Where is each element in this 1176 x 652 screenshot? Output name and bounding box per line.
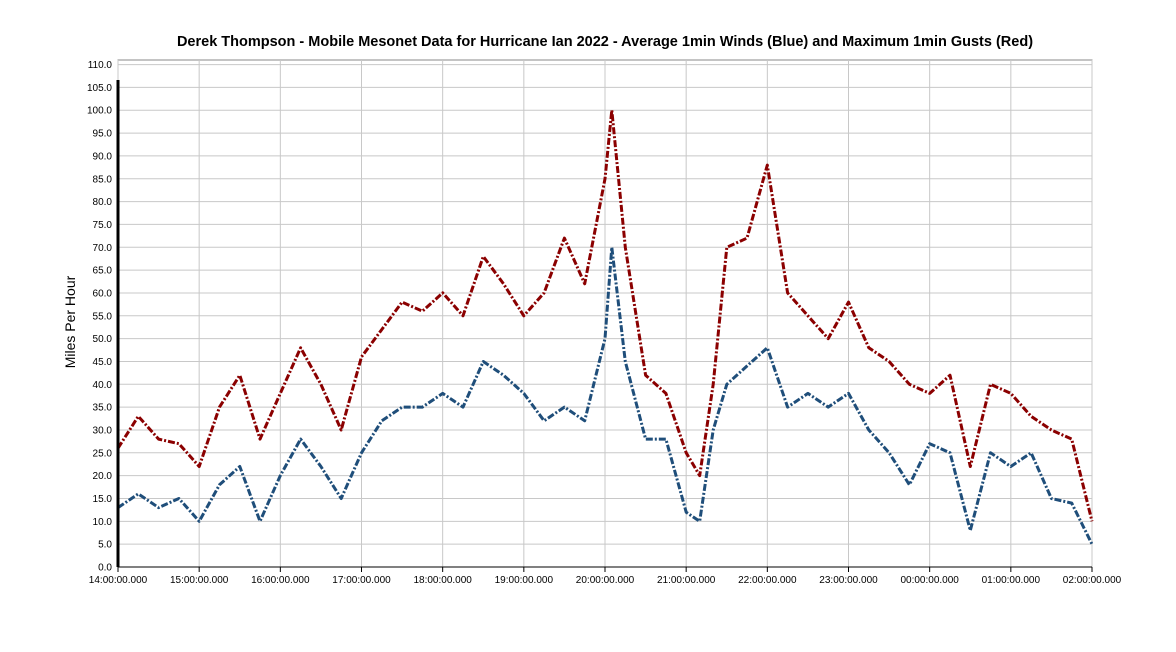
y-tick-label: 95.0 [93,129,113,140]
y-tick-label: 60.0 [93,288,113,299]
y-tick-label: 30.0 [93,425,113,436]
y-tick-label: 65.0 [93,266,113,277]
x-tick-label: 20:00:00.000 [576,575,635,586]
x-tick-label: 18:00:00.000 [413,575,472,586]
y-tick-label: 110.0 [88,60,113,71]
x-tick-label: 15:00:00.000 [170,575,229,586]
y-tick-label: 105.0 [87,83,112,94]
y-tick-label: 100.0 [87,106,112,117]
y-tick-label: 35.0 [93,403,113,414]
chart-title: Derek Thompson - Mobile Mesonet Data for… [176,34,1034,50]
y-tick-label: 80.0 [93,197,113,208]
x-tick-label: 22:00:00.000 [738,575,797,586]
y-tick-label: 10.0 [93,517,113,528]
x-tick-label: 19:00:00.000 [495,575,554,586]
y-tick-label: 25.0 [93,448,113,459]
series-line-gusts [116,108,1094,522]
y-tick-label: 45.0 [93,357,113,368]
y-tick-label: 70.0 [93,243,113,254]
x-tick-label: 14:00:00.000 [89,575,148,586]
series-layer [116,108,1094,545]
x-tick-label: 23:00:00.000 [819,575,878,586]
x-tick-label: 21:00:00.000 [657,575,716,586]
x-tick-label: 01:00:00.000 [982,575,1041,586]
x-tick-labels: 14:00:00.000 15:00:00.000 16:00:00.000 17:0… [89,575,1122,586]
y-tick-label: 85.0 [93,174,113,185]
x-tick-label: 16:00:00.000 [251,575,310,586]
x-tick-label: 00:00:00.000 [900,575,959,586]
y-tick-label: 50.0 [93,334,113,345]
y-tick-label: 75.0 [93,220,113,231]
y-tick-label: 0.0 [98,563,112,574]
y-tick-labels: 0.0 5.0 10.0 15.0 20.0 25.0 30.0 35.0 40.0 45.0 50… [87,60,112,573]
y-tick-label: 90.0 [93,151,113,162]
x-tick-label: 17:00:00.000 [332,575,391,586]
y-tick-label: 5.0 [98,540,112,551]
y-tick-label: 15.0 [93,494,113,505]
y-tick-label: 55.0 [93,311,113,322]
y-tick-label: 40.0 [93,380,113,391]
x-tick-label: 02:00:00.000 [1063,575,1122,586]
grid-layer [117,60,1093,572]
y-tick-label: 20.0 [93,471,113,482]
